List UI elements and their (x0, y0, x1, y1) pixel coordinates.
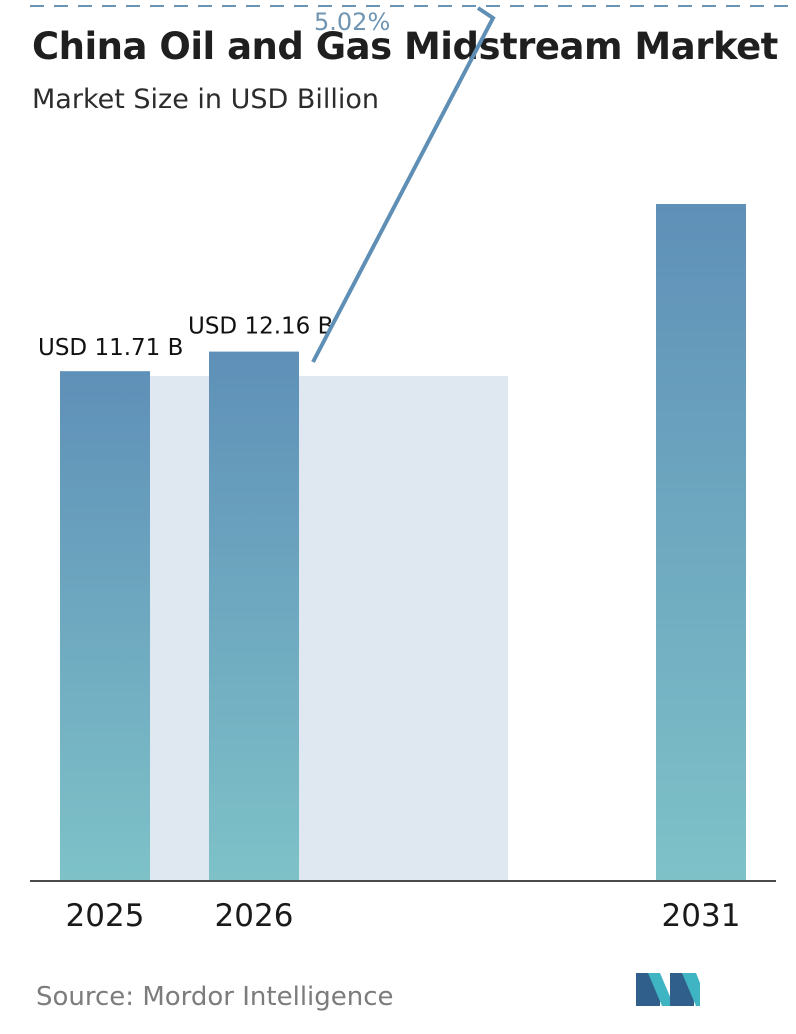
tick-label-2026: 2026 (215, 898, 294, 934)
tick-label-2025: 2025 (66, 898, 145, 934)
bar-2031 (656, 204, 746, 881)
mordor-intelligence-logo-icon (636, 973, 700, 1006)
data-label-2026: USD 12.16 B (188, 314, 333, 340)
data-label-2025: USD 11.71 B (38, 335, 183, 361)
bar-2025 (60, 371, 150, 881)
cagr-label: 5.02% (314, 8, 390, 36)
tick-labels-group: 2025 2026 2031 (66, 898, 741, 934)
chart-title: China Oil and Gas Midstream Market (32, 25, 778, 68)
chart-subtitle: Market Size in USD Billion (32, 84, 379, 115)
tick-label-2031: 2031 (662, 898, 741, 934)
cagr-arrow (311, 6, 496, 363)
source-text: Source: Mordor Intelligence (36, 982, 394, 1012)
bar-2026 (209, 351, 299, 882)
